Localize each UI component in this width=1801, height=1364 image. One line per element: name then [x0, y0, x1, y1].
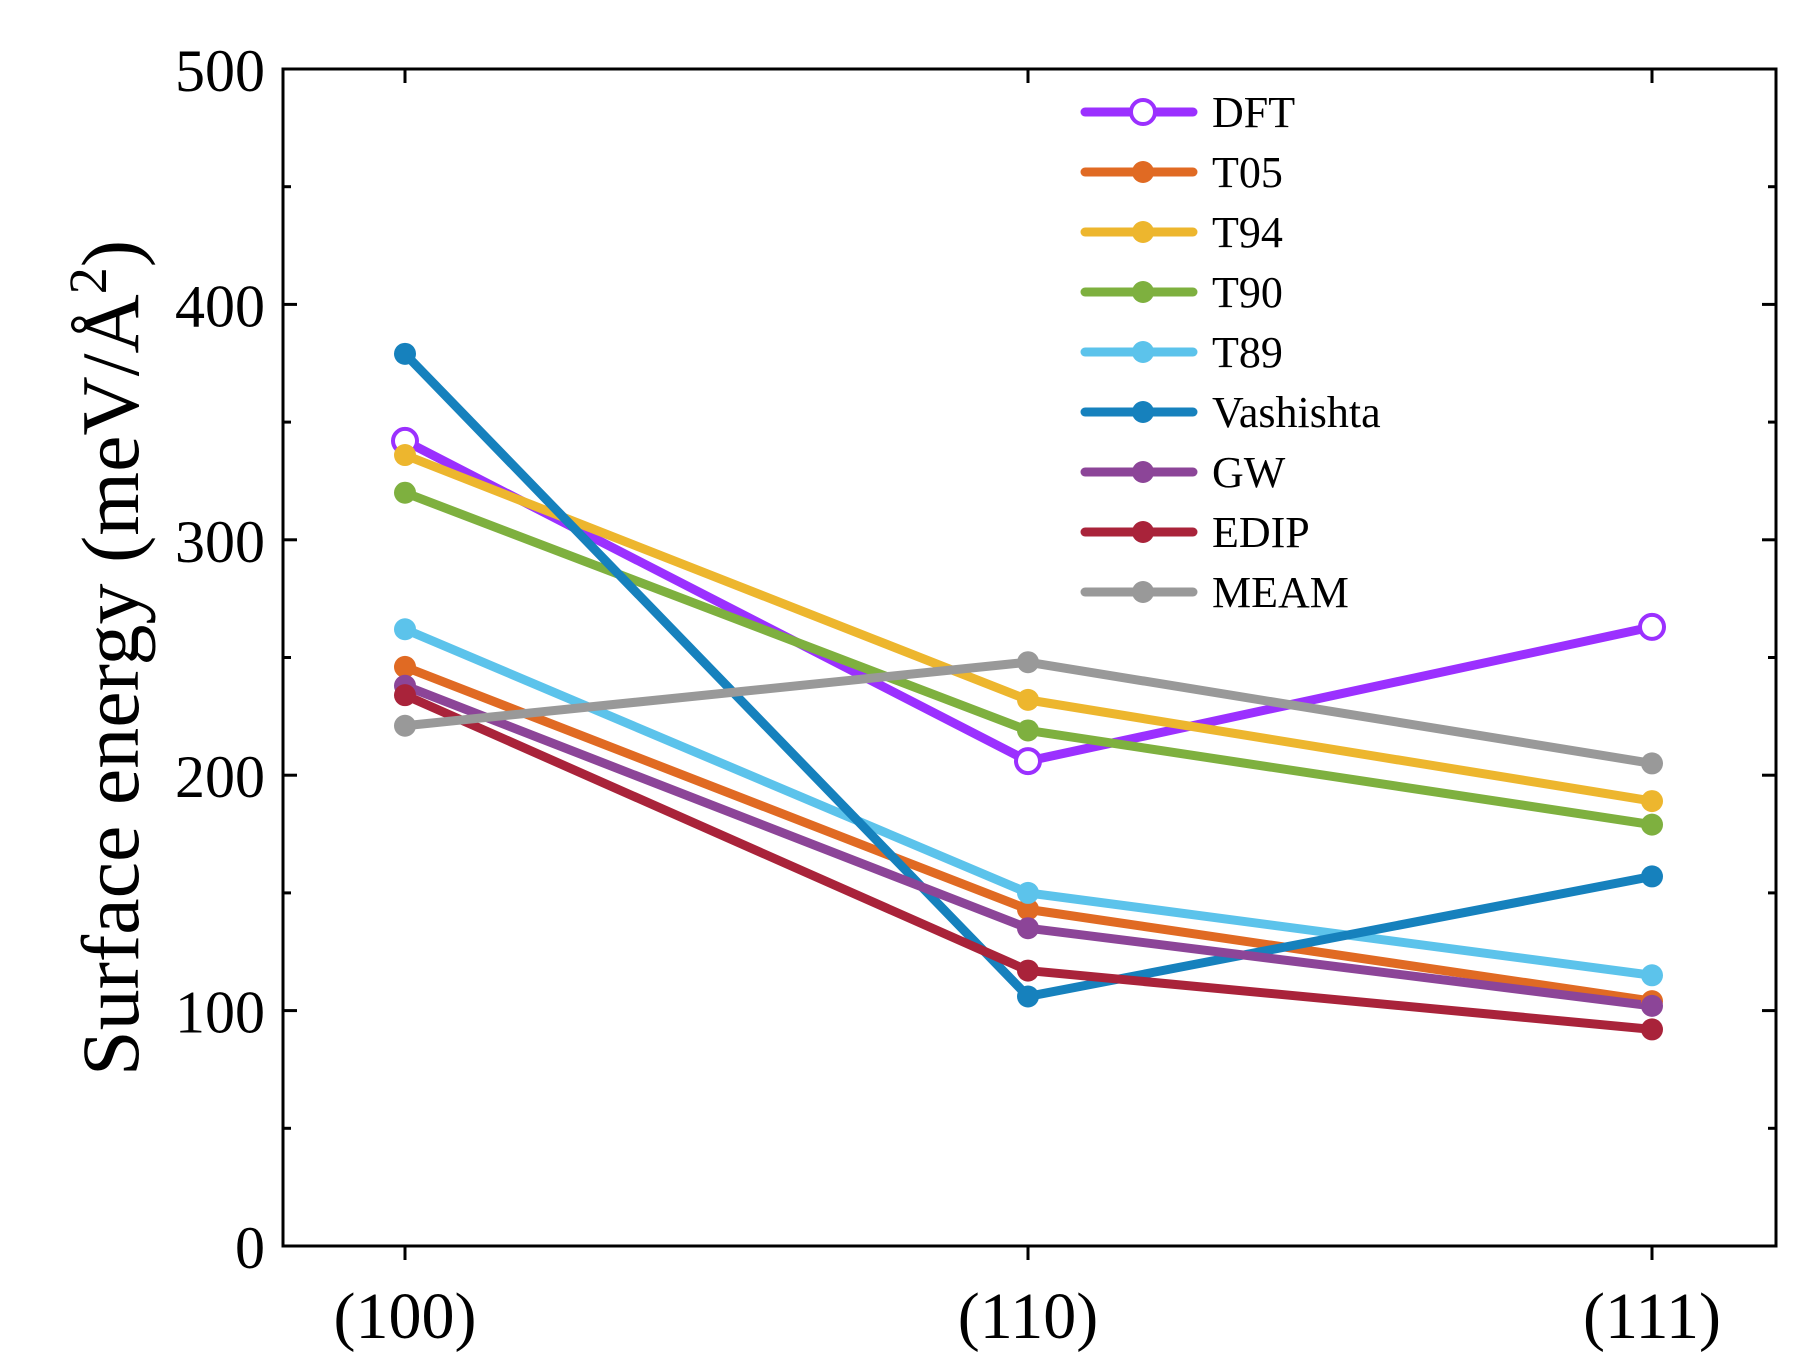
data-point-dft [1014, 747, 1042, 776]
legend-swatch-marker [1132, 581, 1154, 603]
y-tick-label: 200 [175, 744, 265, 810]
data-point-vashishta [394, 342, 416, 365]
legend-item-meam: MEAM [1080, 568, 1349, 617]
y-tick-label: 300 [175, 509, 265, 575]
data-point-t89 [394, 618, 416, 641]
legend-swatch-marker [1132, 521, 1154, 543]
data-point-t90 [1017, 719, 1039, 742]
legend-label: T94 [1212, 208, 1283, 257]
legend-swatch-marker [1132, 461, 1154, 483]
data-point-gw [1017, 917, 1039, 940]
axis-ticks [283, 67, 1776, 1260]
legend-item-t90: T90 [1080, 268, 1283, 317]
legend-item-t94: T94 [1080, 208, 1283, 257]
legend-item-vashishta: Vashishta [1080, 388, 1381, 437]
legend-swatch-marker [1132, 161, 1154, 183]
legend-label: GW [1212, 448, 1286, 497]
legend-label: EDIP [1212, 508, 1310, 557]
data-point-t05 [394, 655, 416, 678]
legend-item-t05: T05 [1080, 148, 1283, 197]
data-point-vashishta [1641, 865, 1663, 888]
data-point-t94 [1017, 688, 1039, 711]
legend-swatch-marker [1132, 341, 1154, 363]
data-point-gw [1641, 994, 1663, 1017]
x-tick-label: (110) [958, 1280, 1099, 1353]
y-tick-labels: 0 100 200 300 400 500 [175, 38, 265, 1281]
data-point-vashishta [1017, 985, 1039, 1008]
plot-markers [391, 342, 1666, 1041]
data-point-edip [1641, 1018, 1663, 1041]
legend-swatch-marker [1129, 98, 1157, 126]
x-tick-labels: (100) (110) (111) [334, 1280, 1722, 1353]
legend-item-t89: T89 [1080, 328, 1283, 377]
legend-label: T90 [1212, 268, 1283, 317]
y-axis-label-main: Surface energy (meV/Å [65, 294, 156, 1076]
data-point-t90 [1641, 813, 1663, 836]
legend-item-dft: DFT [1080, 88, 1295, 137]
legend-label: DFT [1212, 88, 1295, 137]
legend-swatch-marker [1132, 221, 1154, 243]
data-point-t05 [1017, 898, 1039, 921]
data-point-t89 [1641, 964, 1663, 987]
y-tick-label: 0 [235, 1215, 265, 1281]
y-axis-label-close: ) [65, 240, 156, 267]
y-tick-label: 500 [175, 38, 265, 104]
legend: DFT T05 T94 T90 T89 Vashishta GW EDIP MEAM [1080, 88, 1381, 617]
data-point-t94 [394, 444, 416, 467]
data-point-edip [1017, 959, 1039, 982]
data-point-meam [394, 714, 416, 737]
legend-label: T89 [1212, 328, 1283, 377]
legend-label: Vashishta [1212, 388, 1381, 437]
y-axis-label-superscript: 2 [58, 267, 118, 294]
x-tick-label: (100) [334, 1280, 477, 1353]
legend-label: T05 [1212, 148, 1283, 197]
y-tick-label: 400 [175, 273, 265, 339]
legend-item-gw: GW [1080, 448, 1286, 497]
data-point-dft [1638, 612, 1666, 641]
y-axis-label: Surface energy (meV/Å2) [58, 240, 156, 1076]
data-point-meam [1641, 752, 1663, 775]
x-tick-label: (111) [1583, 1280, 1721, 1353]
legend-label: MEAM [1212, 568, 1349, 617]
legend-swatch-marker [1132, 281, 1154, 303]
legend-swatch-marker [1132, 401, 1154, 423]
data-point-t90 [394, 481, 416, 504]
data-point-edip [394, 684, 416, 707]
data-point-t89 [1017, 881, 1039, 904]
data-point-meam [1017, 651, 1039, 674]
data-point-t94 [1641, 790, 1663, 813]
legend-item-edip: EDIP [1080, 508, 1310, 557]
y-tick-label: 100 [175, 980, 265, 1046]
